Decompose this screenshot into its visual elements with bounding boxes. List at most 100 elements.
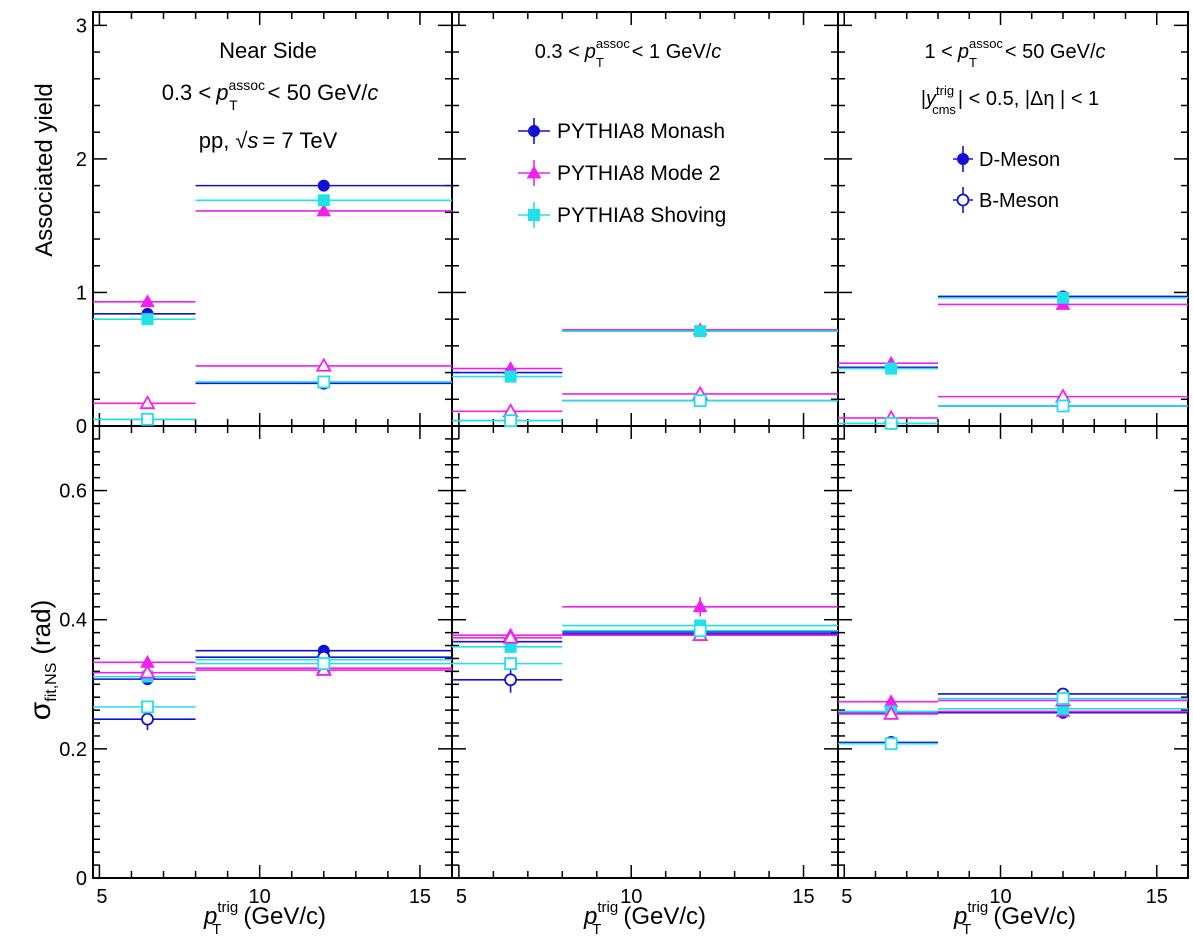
legend-marker — [956, 193, 970, 207]
legend-label-d-meson: D-Meson — [979, 149, 1060, 171]
annotation-p: p — [215, 80, 228, 105]
x-tick-label: 15 — [1146, 886, 1168, 908]
chart-text: Associated yield σfit,NS(rad) Near Side … — [24, 36, 1106, 938]
annotation-text: 0.3 < — [162, 80, 212, 105]
data-point — [141, 712, 154, 726]
y-tick-label: 1 — [76, 282, 87, 304]
data-point — [1056, 399, 1070, 413]
y-tick-label: 0.2 — [59, 739, 87, 761]
y-tick-label: 0.4 — [59, 610, 87, 632]
x-axis-title-p: p — [583, 903, 597, 930]
x-axis-title-sup: trig — [967, 899, 988, 916]
data-point — [883, 705, 900, 720]
annotation-text: | < 0.5, |Δη | < 1 — [958, 88, 1099, 110]
data-point — [141, 412, 154, 426]
annotation-sup: assoc — [228, 77, 265, 93]
x-axis-title-3: ptrig T (GeV/c) — [953, 899, 1076, 938]
annotation-passoc-range-1: 0.3 < passoc T < 50 GeV/c — [162, 77, 379, 113]
annotation-text: | — [921, 88, 926, 110]
panels: 0 1 2 3 5 10 15 0 0.2 0.4 0.6 5 10 15 5 10 15 — [59, 11, 1189, 908]
x-axis-title-p: p — [203, 903, 217, 930]
data-point — [504, 370, 517, 383]
data-point — [884, 737, 898, 751]
x-tick-label: 10 — [620, 886, 642, 908]
x-axis-title-unit: (GeV/c) — [623, 903, 706, 930]
annotation-sub: cms — [932, 102, 956, 117]
legend-label-mode2: PYTHIA8 Mode 2 — [557, 162, 720, 185]
annotation-y: y — [924, 88, 937, 110]
data-point — [317, 657, 331, 671]
x-axis-title-2: ptrig T (GeV/c) — [583, 899, 706, 938]
annotation-c: c — [1096, 41, 1106, 63]
data-point — [317, 179, 330, 192]
legend-marker — [526, 165, 542, 179]
annotation-text: = 7 TeV — [262, 128, 337, 153]
annotation-c: c — [711, 41, 721, 63]
legend-marker — [528, 209, 540, 221]
annotation-text: < 50 GeV/ — [268, 80, 369, 105]
x-axis-title-sub: T — [962, 921, 971, 938]
x-axis-title-sup: trig — [597, 899, 618, 916]
y-tick-label: 0 — [76, 868, 87, 890]
x-tick-label: 10 — [989, 886, 1011, 908]
y-axis-title-unit: (rad) — [26, 600, 56, 655]
data-point — [315, 357, 332, 372]
x-axis-title-unit: (GeV/c) — [243, 903, 326, 930]
x-tick-label: 15 — [409, 886, 431, 908]
annotation-passoc-range-3: 1 < passoc T < 50 GeV/c — [924, 36, 1105, 70]
annotation-text: < 1 GeV/ — [632, 41, 712, 63]
annotation-energy: pp, √s = 7 TeV — [199, 128, 338, 153]
x-axis-title-p: p — [953, 903, 967, 930]
annotation-sup: assoc — [596, 36, 630, 51]
annotation-text: pp, — [199, 128, 230, 153]
x-axis-title-sub: T — [212, 921, 221, 938]
y-tick-label: 0 — [76, 416, 87, 438]
data-point — [317, 194, 330, 207]
annotation-sup: trig — [936, 83, 954, 98]
data-point — [139, 664, 156, 679]
legend-label-monash: PYTHIA8 Monash — [557, 120, 725, 143]
annotation-p: p — [584, 41, 596, 63]
legend-marks — [518, 118, 973, 228]
y-axis-title-bottom: σfit,NS (rad) — [24, 600, 60, 721]
annotation-sup: assoc — [969, 36, 1003, 51]
annotation-sub: T — [596, 55, 604, 70]
x-axis-title-unit: (GeV/c) — [993, 903, 1076, 930]
legend-marker — [528, 125, 540, 137]
annotation-text: 1 < — [924, 41, 952, 63]
data-marks — [93, 179, 1188, 751]
annotation-p: p — [957, 41, 969, 63]
data-point — [692, 599, 708, 613]
y-axis-title-top: Associated yield — [31, 83, 58, 256]
x-axis-title-1: ptrig T (GeV/c) — [203, 899, 326, 938]
annotation-text: 0.3 < — [535, 41, 580, 63]
data-point — [884, 416, 898, 430]
y-tick-label: 2 — [76, 149, 87, 171]
legend-label-b-meson: B-Meson — [979, 190, 1059, 212]
data-point — [694, 325, 707, 338]
data-point — [693, 624, 707, 638]
data-point — [504, 414, 517, 428]
y-tick-label: 3 — [76, 15, 87, 37]
legend-label-shoving: PYTHIA8 Shoving — [557, 204, 726, 227]
x-tick-label: 5 — [456, 886, 467, 908]
legend-marker — [957, 153, 969, 165]
data-point — [317, 375, 331, 389]
data-point — [140, 294, 155, 308]
annotation-sqrt-s: √s — [235, 128, 258, 153]
panel-frame-top-left — [92, 11, 453, 427]
y-tick-label: 0.6 — [59, 481, 87, 503]
data-point — [885, 362, 898, 375]
data-point — [139, 394, 156, 410]
data-point — [504, 673, 517, 687]
panel-frame-bottom-left — [92, 425, 453, 879]
panel-frame-bottom-right — [837, 425, 1189, 879]
x-tick-label: 5 — [96, 886, 107, 908]
annotation-c: c — [367, 80, 378, 105]
data-point — [141, 700, 154, 714]
annotation-passoc-range-2: 0.3 < passoc T < 1 GeV/c — [535, 36, 722, 70]
data-point — [1057, 291, 1069, 304]
y-axis-title-sub: fit,NS — [43, 663, 60, 702]
data-point — [141, 313, 154, 326]
